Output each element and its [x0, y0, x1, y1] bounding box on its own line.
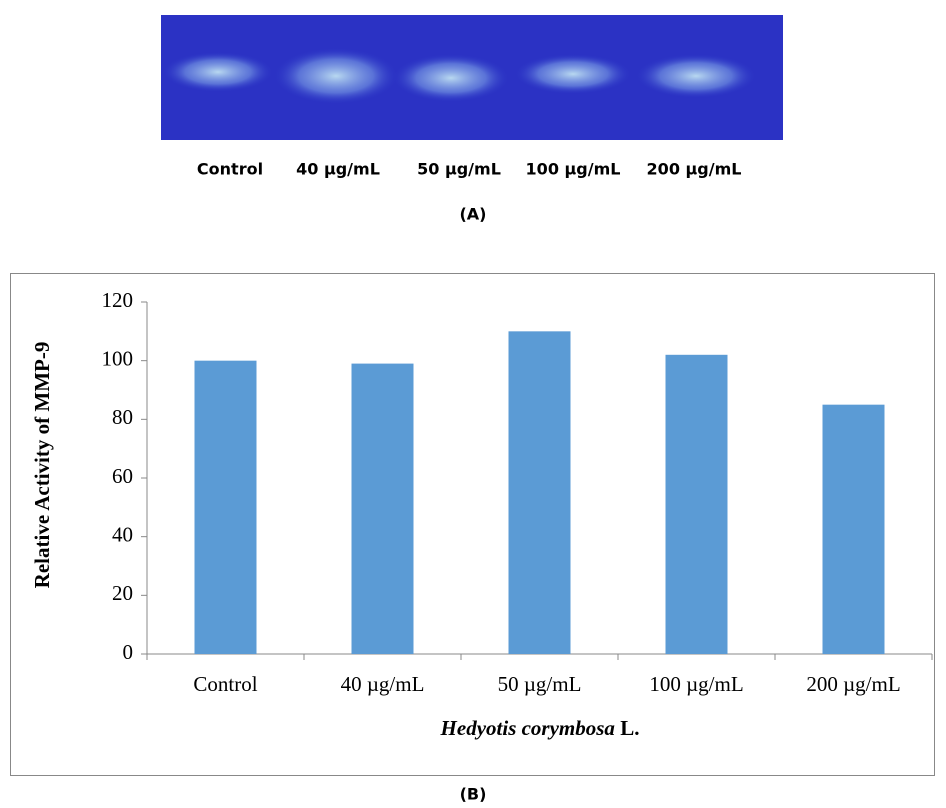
x-axis-title: Hedyotis corymbosa L.	[440, 716, 640, 740]
y-tick-label: 20	[112, 581, 133, 605]
figure: Control 40 µg/mL 50 µg/mL 100 µg/mL 200 …	[0, 0, 946, 808]
x-tick-label: Control	[193, 672, 257, 696]
y-tick-label: 80	[112, 405, 133, 429]
panel-caption: (A)	[459, 205, 486, 224]
y-tick-label: 0	[123, 640, 134, 664]
chart-frame	[11, 274, 935, 776]
x-tick-label: 200 µg/mL	[806, 672, 900, 696]
x-tick-label: 50 µg/mL	[498, 672, 582, 696]
y-tick-label: 120	[102, 288, 134, 312]
panel-caption: (B)	[460, 785, 487, 804]
x-tick-label: 40 µg/mL	[341, 672, 425, 696]
lane-label: Control	[197, 160, 263, 179]
y-tick-label: 100	[102, 346, 134, 370]
x-tick-label: 100 µg/mL	[649, 672, 743, 696]
x-axis-title-authority: L.	[620, 716, 639, 740]
lane-label: 100 µg/mL	[526, 160, 621, 179]
bar	[823, 405, 885, 654]
y-tick-label: 40	[112, 522, 133, 546]
lane-label: 50 µg/mL	[417, 160, 501, 179]
bar	[509, 331, 571, 654]
bar	[666, 355, 728, 654]
y-axis-title: Relative Activity of MMP-9	[30, 342, 54, 589]
bar	[352, 364, 414, 654]
gel-image	[161, 15, 783, 140]
y-tick-label: 60	[112, 464, 133, 488]
lane-label: 40 µg/mL	[296, 160, 380, 179]
lane-label: 200 µg/mL	[647, 160, 742, 179]
x-axis-title-species: Hedyotis corymbosa	[440, 716, 615, 740]
bar	[195, 361, 257, 654]
